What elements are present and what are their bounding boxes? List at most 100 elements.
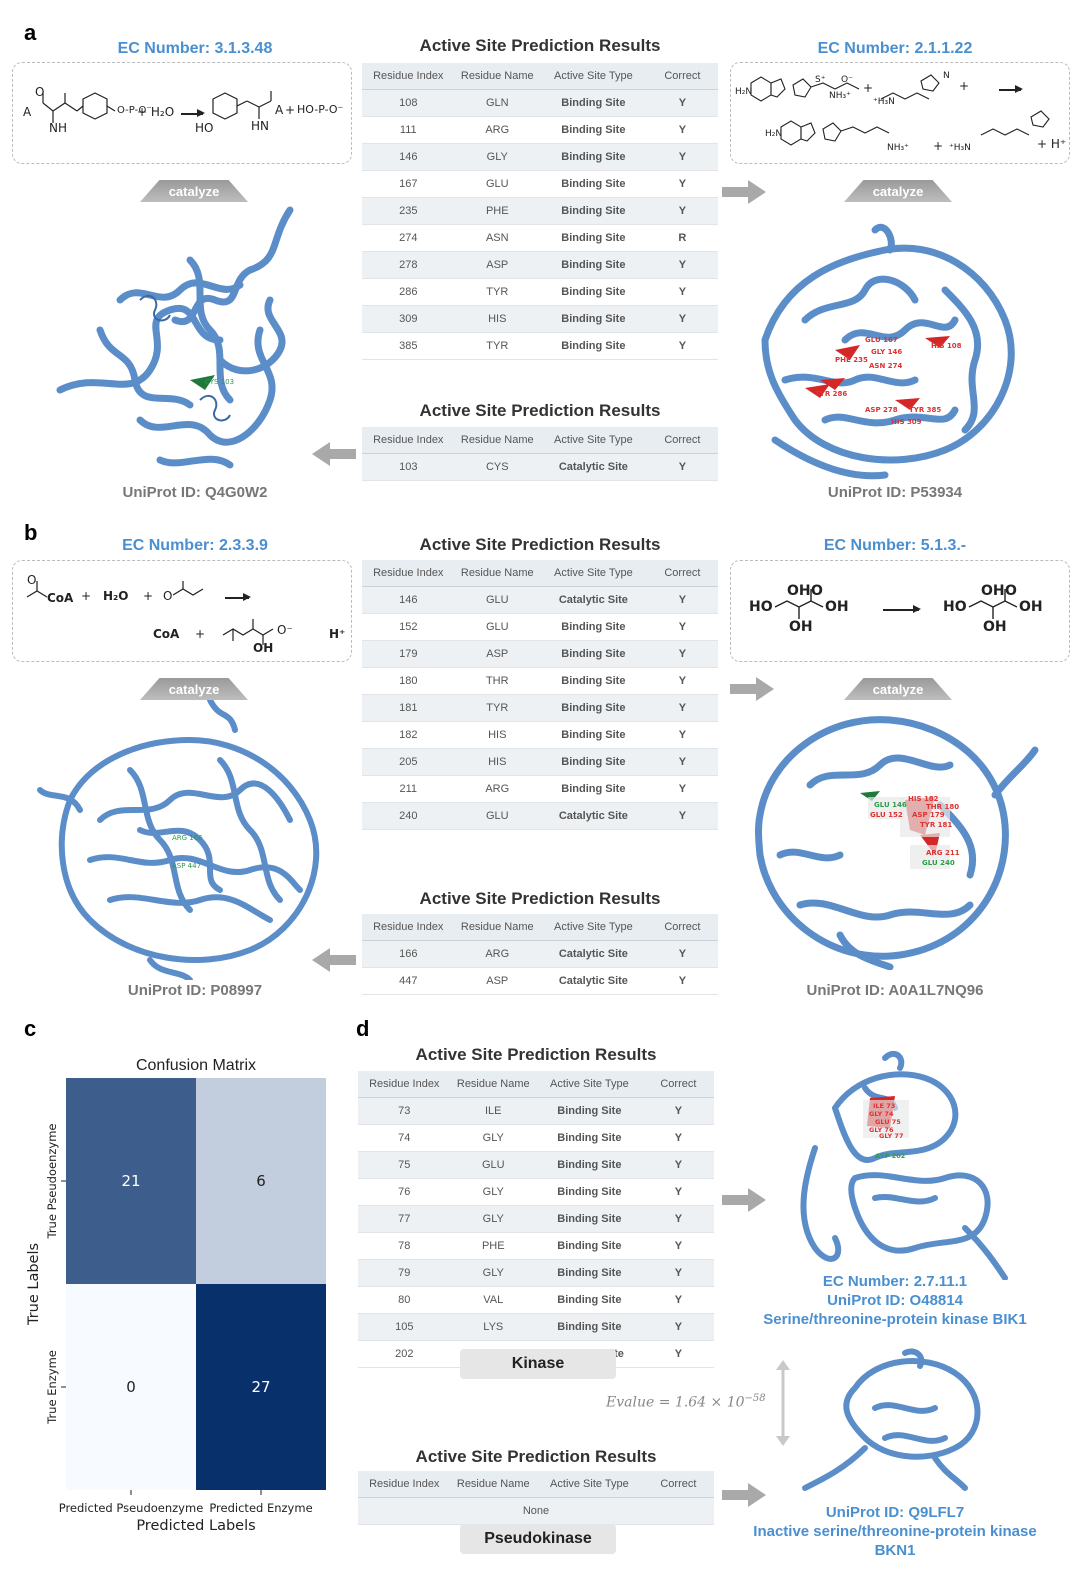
table-row: 105 LYS Binding Site Y xyxy=(358,1313,714,1341)
ec-number-a-left: EC Number: 3.1.3.48 xyxy=(117,40,273,57)
residue-name-cell: GLY xyxy=(454,143,540,171)
reaction-arrow xyxy=(999,86,1023,92)
correct-cell: Y xyxy=(646,170,718,198)
residue-name-cell: PHE xyxy=(454,197,540,225)
residue-index-cell: 240 xyxy=(362,802,455,830)
heatmap-cell xyxy=(196,1284,326,1490)
residue-name-cell: ASP xyxy=(454,251,540,279)
table-row: 75 GLU Binding Site Y xyxy=(358,1151,714,1179)
rx-atom-hn: HN xyxy=(251,119,269,133)
correct-cell: Y xyxy=(646,613,718,641)
table-row: 235 PHE Binding Site Y xyxy=(362,197,718,225)
residue-name-cell: ILE xyxy=(450,1097,536,1125)
gray-arrow-right xyxy=(722,1188,766,1212)
reaction-box-b-right: HO OH O OH OH HO OH O OH OH xyxy=(730,560,1070,662)
rx-phosphoric: HO-P-O⁻ xyxy=(297,103,344,116)
residue-label: GLU 75 xyxy=(875,1118,901,1126)
residue-index-cell: 77 xyxy=(358,1205,451,1233)
rx-atom-a: A xyxy=(23,105,32,119)
heatmap-value: 27 xyxy=(251,1378,270,1396)
gray-arrow-left xyxy=(312,948,356,972)
residue-name-cell: TYR xyxy=(454,694,540,722)
rx-oh-5: OH xyxy=(1019,599,1043,615)
residue-name-cell: PHE xyxy=(450,1232,536,1260)
residue-name-cell: ASP xyxy=(454,640,540,668)
table-row: 111 ARG Binding Site Y xyxy=(362,116,718,144)
ec-number-a-right: EC Number: 2.1.1.22 xyxy=(817,40,973,57)
rx-atom-o: O xyxy=(27,573,37,587)
residue-name-cell: HIS xyxy=(454,748,540,776)
residue-index-cell: 111 xyxy=(362,116,455,144)
column-header: Residue Name xyxy=(450,1471,536,1498)
rx-hplus: H⁺ xyxy=(329,627,346,641)
reaction-arrow xyxy=(181,110,205,116)
site-type-cell: Catalytic Site xyxy=(539,453,647,481)
correct-cell: Y xyxy=(646,667,718,695)
column-header: Residue Name xyxy=(454,560,540,587)
rx-atom-a2: A xyxy=(275,103,284,117)
uniprot-id-a-left: UniProt ID: Q4G0W2 xyxy=(122,484,268,501)
heatmap-value: 0 xyxy=(126,1378,136,1396)
rx-coa: CoA xyxy=(47,591,74,605)
rx-atom-h3n: ⁺H₃N xyxy=(949,143,971,153)
confusion-matrix-title: Confusion Matrix xyxy=(135,1057,257,1074)
gray-arrow-left xyxy=(312,442,356,466)
heatmap-cell xyxy=(66,1284,196,1490)
table-row: 211 ARG Binding Site Y xyxy=(362,775,718,803)
rx-atom-h2n-3: H₂N xyxy=(765,129,783,139)
rx-plus-2: + xyxy=(143,589,154,603)
table-row: 278 ASP Binding Site Y xyxy=(362,251,718,279)
column-header: Correct xyxy=(646,560,718,587)
rx-water: + H₂O xyxy=(137,105,175,119)
correct-cell: Y xyxy=(642,1151,714,1179)
residue-label: GLY 77 xyxy=(879,1132,903,1140)
residue-label: HIS 182 xyxy=(908,795,939,803)
kinase-uniprot-id: UniProt ID: O48814 xyxy=(827,1292,963,1309)
residue-label: HIS 108 xyxy=(931,342,962,350)
table-title-b-top: Active Site Prediction Results xyxy=(419,535,661,554)
heatmap-value: 21 xyxy=(121,1172,140,1190)
catalyze-arrow-b-left: catalyze xyxy=(140,678,248,700)
residue-name-cell: ARG xyxy=(454,775,540,803)
residue-index-cell: 166 xyxy=(362,940,455,968)
residue-index-cell: 309 xyxy=(362,305,455,333)
residue-name-cell: GLN xyxy=(454,89,540,117)
site-type-cell: Binding Site xyxy=(539,224,647,252)
residue-label: GLU 146 xyxy=(874,801,907,809)
correct-cell: Y xyxy=(646,694,718,722)
rx-plus-3: + xyxy=(933,139,944,153)
table-row: 274 ASN Binding Site R xyxy=(362,224,718,252)
residue-index-cell: 105 xyxy=(358,1313,451,1341)
heatmap-value: 6 xyxy=(256,1172,266,1190)
residue-name-cell: ASP xyxy=(454,967,540,995)
gray-arrow-right xyxy=(722,180,766,204)
ec-number-b-left: EC Number: 2.3.3.9 xyxy=(122,537,268,554)
site-type-cell: Binding Site xyxy=(539,170,647,198)
rx-atom-n: N xyxy=(943,71,950,81)
site-type-cell: Catalytic Site xyxy=(539,802,647,830)
residue-index-cell: 205 xyxy=(362,748,455,776)
residue-label: ILE 73 xyxy=(873,1102,895,1110)
column-header: Active Site Type xyxy=(539,560,647,587)
residue-index-cell: 447 xyxy=(362,967,455,995)
table-row: 108 GLN Binding Site Y xyxy=(362,89,718,117)
column-header: Correct xyxy=(646,914,718,941)
table-row: None xyxy=(358,1497,714,1525)
x-tick-label: Predicted Pseudoenzyme xyxy=(59,1501,204,1515)
residue-label: TYR 181 xyxy=(920,821,952,829)
rx-atom-nh3-2: NH₃⁺ xyxy=(887,143,909,153)
residue-index-cell: 79 xyxy=(358,1259,451,1287)
residue-name-cell: VAL xyxy=(450,1286,536,1314)
site-type-cell: Binding Site xyxy=(539,332,647,360)
residue-name-cell: GLU xyxy=(454,170,540,198)
column-header: Residue Name xyxy=(454,63,540,90)
site-type-cell: Binding Site xyxy=(539,721,647,749)
residue-index-cell: 152 xyxy=(362,613,455,641)
correct-cell: Y xyxy=(642,1097,714,1125)
pseudokinase-name-line2: BKN1 xyxy=(874,1542,916,1559)
pseudokinase-name-line1: Inactive serine/threonine-protein kinase xyxy=(753,1523,1037,1540)
table-row: 286 TYR Binding Site Y xyxy=(362,278,718,306)
column-header: Active Site Type xyxy=(539,63,647,90)
table-row: 205 HIS Binding Site Y xyxy=(362,748,718,776)
site-type-cell: Binding Site xyxy=(539,748,647,776)
